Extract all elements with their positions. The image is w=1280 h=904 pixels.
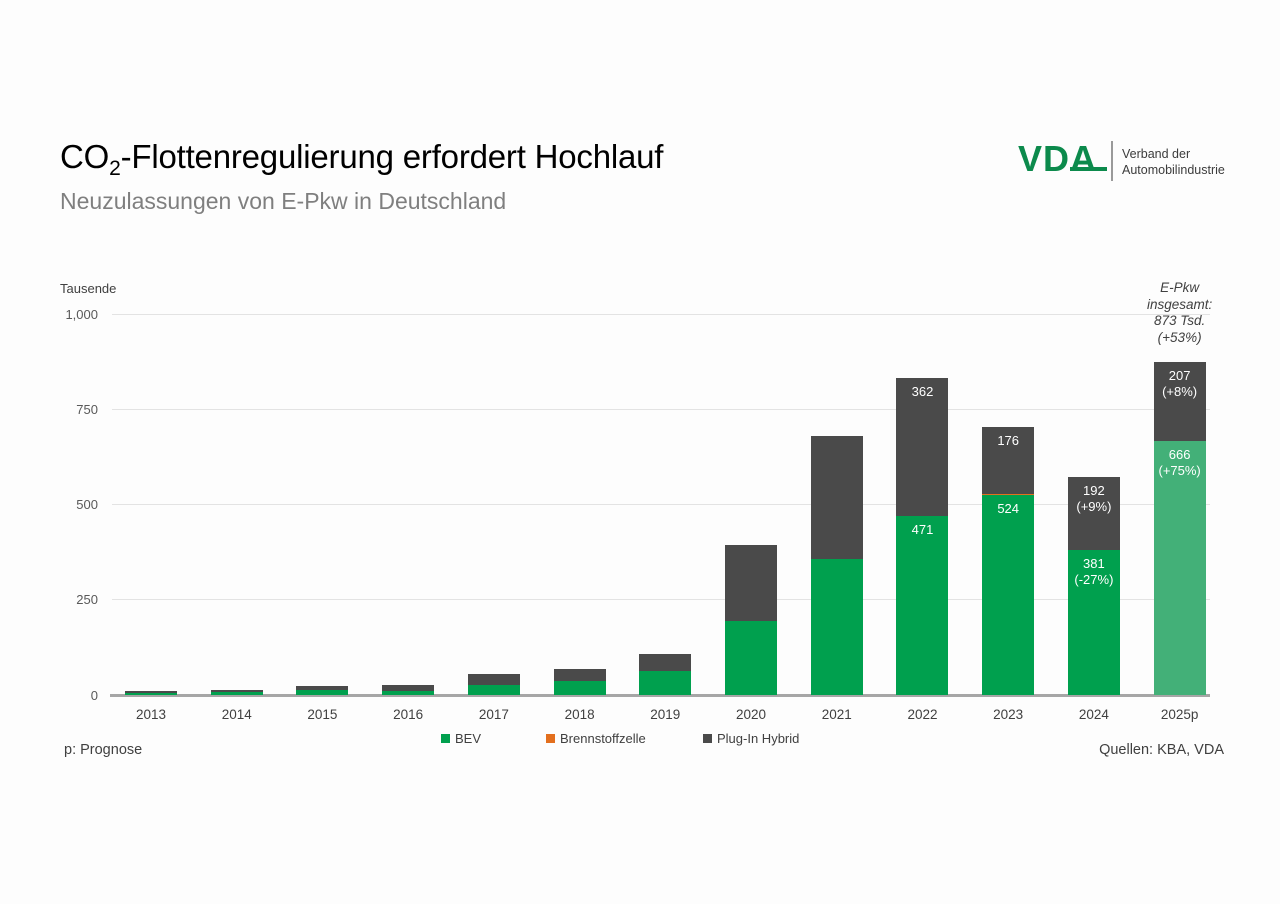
title-subscript: 2	[109, 157, 121, 180]
bar-segment-plug-in-hybrid: 362	[896, 377, 949, 516]
y-tick-label: 750	[76, 401, 98, 417]
bar-value-label: 362	[911, 383, 934, 399]
bar-segment-bev: 381 (-27%)	[1067, 549, 1120, 695]
forecast-annotation-line: (+53%)	[1157, 329, 1202, 345]
bar-value-label: 207 (+8%)	[1162, 368, 1198, 400]
bar-segment-bev	[296, 690, 349, 695]
bar-segment-plug-in-hybrid: 192 (+9%)	[1067, 476, 1120, 550]
x-tick-label: 2022	[907, 707, 938, 722]
bar-segment-bev	[210, 691, 263, 695]
bar-value-label: 381 (-27%)	[1074, 555, 1114, 587]
source-note: Quellen: KBA, VDA	[1099, 742, 1224, 758]
y-tick-label: 250	[76, 592, 98, 608]
x-tick-label: 2013	[135, 707, 167, 722]
bar-segment-plug-in-hybrid	[553, 669, 606, 682]
bar-segment-plug-in-hybrid: 207 (+8%)	[1153, 362, 1206, 442]
vda-logo: VDA	[1018, 138, 1107, 180]
gridline	[112, 504, 1210, 505]
forecast-annotation-line: E-Pkw	[1160, 280, 1200, 295]
legend-label: BEV	[455, 730, 482, 746]
legend-label: Plug-In Hybrid	[717, 730, 800, 746]
bar-segment-plug-in-hybrid	[382, 685, 435, 691]
bar-segment-plug-in-hybrid	[725, 544, 778, 622]
logo-tagline-line1: Verband der	[1122, 147, 1191, 161]
bar-segment-bev	[810, 559, 863, 695]
bar-segment-bev	[553, 681, 606, 695]
bar-segment-plug-in-hybrid	[125, 691, 177, 693]
legend-item-brennstoffzelle: Brennstoffzelle	[546, 730, 646, 746]
x-tick-label: 2018	[564, 707, 595, 722]
y-axis-unit-label: Tausende	[60, 281, 117, 296]
bar-segment-plug-in-hybrid	[210, 689, 263, 692]
bar-segment-bev: 666 (+75%)	[1153, 441, 1206, 695]
title-rest: -Flottenregulierung erfordert Hochlauf	[120, 138, 664, 175]
x-tick-label: 2015	[307, 707, 338, 722]
bar-segment-bev	[467, 685, 520, 695]
x-tick-label: 2020	[736, 707, 767, 722]
logo-tagline: Verband der Automobilindustrie	[1122, 146, 1225, 178]
x-tick-label: 2016	[393, 707, 424, 722]
bar-segment-bev	[725, 621, 778, 695]
forecast-annotation-line: insgesamt:	[1146, 296, 1213, 312]
page-subtitle: Neuzulassungen von E-Pkw in Deutschland	[60, 188, 507, 214]
page-title: CO2-Flottenregulierung erfordert Hochlau…	[60, 138, 663, 181]
bar-value-label: 471	[911, 521, 934, 537]
legend-swatch	[546, 733, 555, 743]
logo-tagline-line2: Automobilindustrie	[1122, 163, 1225, 177]
bar-segment-brennstoffzelle	[982, 493, 1035, 496]
gridline	[112, 599, 1210, 601]
forecast-annotation-line: 873 Tsd.	[1153, 313, 1206, 328]
legend-swatch	[441, 733, 450, 743]
forecast-footnote: p: Prognose	[64, 742, 143, 758]
x-tick-label: 2021	[821, 707, 852, 722]
bar-segment-bev: 524	[982, 495, 1035, 695]
legend-item-bev: BEV	[441, 730, 481, 746]
vda-logo-text: VDA	[1018, 138, 1098, 179]
bar-segment-plug-in-hybrid	[467, 674, 520, 686]
vda-logo-a-bar	[1070, 167, 1107, 171]
gridline	[112, 408, 1210, 410]
x-tick-label: 2023	[993, 707, 1024, 722]
legend-item-plug-in-hybrid: Plug-In Hybrid	[703, 730, 799, 746]
bar-segment-plug-in-hybrid	[639, 653, 692, 671]
bar-value-label: 666 (+75%)	[1158, 447, 1201, 479]
bar-segment-bev	[125, 692, 177, 695]
bar-value-label: 192 (+9%)	[1076, 482, 1112, 514]
bar-segment-plug-in-hybrid	[296, 686, 349, 691]
x-axis-line	[110, 693, 1210, 697]
bar-segment-bev: 471	[896, 515, 949, 695]
title-co: CO	[60, 138, 110, 175]
bar-segment-bev	[639, 670, 692, 695]
x-tick-label: 2014	[221, 707, 252, 722]
y-tick-label: 0	[90, 687, 98, 703]
bar-value-label: 176	[997, 432, 1020, 448]
legend-label: Brennstoffzelle	[560, 730, 646, 746]
bar-segment-plug-in-hybrid	[810, 435, 863, 560]
gridline	[112, 313, 1210, 315]
bar-segment-plug-in-hybrid: 176	[982, 426, 1035, 494]
bar-value-label: 524	[997, 501, 1020, 517]
logo-divider	[1111, 141, 1113, 181]
x-tick-label: 2017	[478, 707, 509, 722]
legend-swatch	[703, 733, 712, 743]
x-tick-label: 2025p	[1160, 707, 1199, 722]
y-tick-label: 500	[76, 497, 98, 512]
x-tick-label: 2024	[1078, 707, 1109, 722]
bar-segment-bev	[382, 690, 435, 695]
x-tick-label: 2019	[650, 707, 681, 722]
y-tick-label: 1,000	[65, 306, 98, 322]
